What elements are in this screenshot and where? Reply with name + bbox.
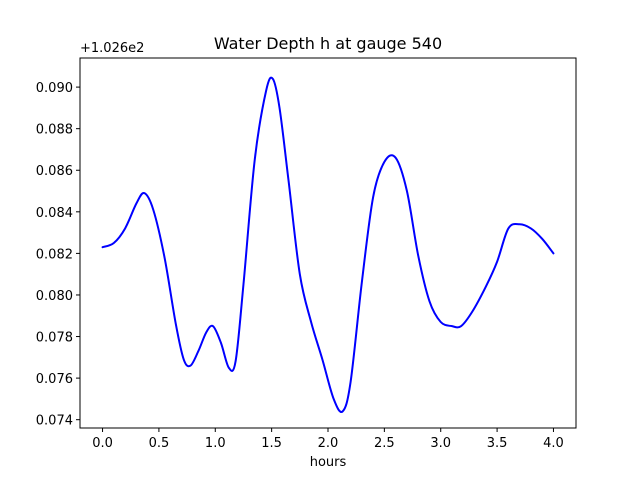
x-tick-label: 1.0 bbox=[205, 436, 226, 451]
y-tick-label: 0.080 bbox=[36, 289, 73, 304]
y-tick-label: 0.078 bbox=[36, 331, 73, 346]
series-line-0 bbox=[101, 76, 555, 413]
x-tick-label: 2.0 bbox=[318, 436, 339, 451]
y-tick-label: 0.082 bbox=[36, 247, 73, 262]
x-tick-label: 4.0 bbox=[543, 436, 564, 451]
series-layer bbox=[101, 76, 555, 413]
y-tick-label: 0.090 bbox=[36, 81, 73, 96]
plot-area-frame bbox=[79, 57, 577, 429]
x-tick-label: 2.5 bbox=[374, 436, 395, 451]
x-tick-label: 0.0 bbox=[92, 436, 113, 451]
y-tick-label: 0.084 bbox=[36, 206, 73, 221]
chart-title: Water Depth h at gauge 540 bbox=[214, 34, 442, 53]
x-tick-label: 1.5 bbox=[261, 436, 282, 451]
x-axis-label: hours bbox=[310, 455, 347, 470]
y-axis-ticks: 0.074 0.076 0.078 0.080 0.082 0.084 0.086 0.088… bbox=[36, 81, 80, 429]
y-tick-label: 0.088 bbox=[36, 123, 73, 138]
y-tick-label: 0.074 bbox=[36, 414, 73, 429]
x-tick-label: 0.5 bbox=[149, 436, 170, 451]
y-offset-label: +1.026e2 bbox=[80, 41, 144, 56]
y-tick-label: 0.076 bbox=[36, 372, 73, 387]
x-axis-ticks: 0.0 0.5 1.0 1.5 2.0 2.5 3.0 3.5 4.0 bbox=[92, 428, 564, 451]
x-tick-label: 3.5 bbox=[487, 436, 508, 451]
y-tick-label: 0.086 bbox=[36, 164, 73, 179]
x-tick-label: 3.0 bbox=[430, 436, 451, 451]
